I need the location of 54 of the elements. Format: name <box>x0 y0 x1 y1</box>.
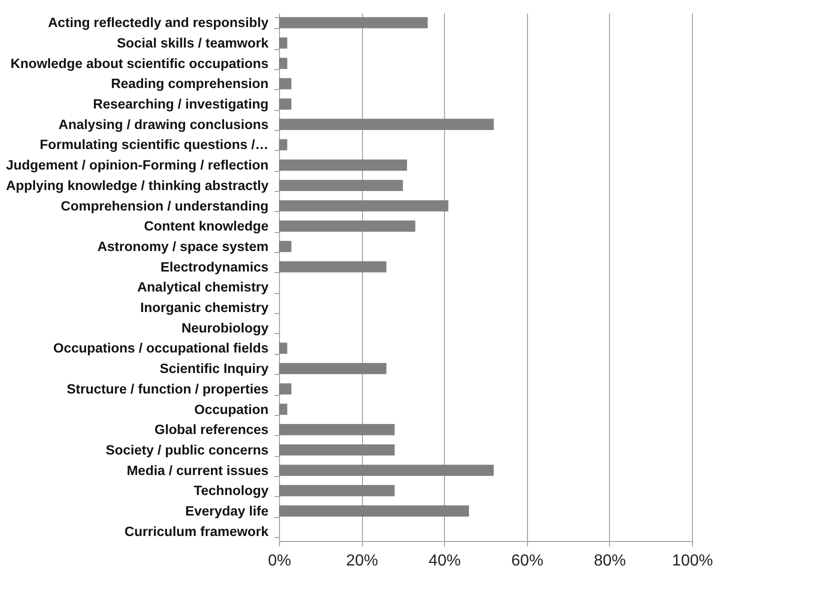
x-tick-label: 80% <box>594 552 626 570</box>
bar <box>279 424 395 436</box>
bar <box>279 159 408 171</box>
bar <box>279 118 494 130</box>
bar <box>279 58 288 69</box>
bar <box>279 404 288 415</box>
bar <box>279 342 288 354</box>
y-tick-label: Scientific Inquiry <box>160 361 269 376</box>
y-tick-label: Reading comprehension <box>110 76 268 92</box>
bar <box>279 383 292 395</box>
y-tick-label: Global references <box>154 422 268 438</box>
y-tick-label: Judgement / opinion-Forming / reflection <box>6 158 268 173</box>
y-tick-label: Researching / investigating <box>92 96 268 112</box>
y-tick-label: Media / current issues <box>126 462 268 478</box>
bar <box>279 139 288 150</box>
x-tick-label: 20% <box>346 552 378 570</box>
y-tick-label: Everyday life <box>185 503 269 518</box>
bar <box>279 362 386 374</box>
y-tick-label: Acting reflectedly and responsibly <box>48 15 269 30</box>
y-tick-label: Inorganic chemistry <box>140 300 269 316</box>
y-tick-label: Applying knowledge / thinking abstractly <box>6 178 269 193</box>
y-tick-label: Content knowledge <box>144 218 269 234</box>
y-tick-label: Neurobiology <box>182 320 269 336</box>
y-tick-label: Society / public concerns <box>106 442 268 458</box>
bar <box>279 444 395 456</box>
y-tick-label: Comprehension / understanding <box>60 198 268 214</box>
x-tick-label: 60% <box>511 552 544 570</box>
bar <box>279 98 292 110</box>
y-tick-label: Structure / function / properties <box>66 381 268 396</box>
bar <box>279 485 395 496</box>
bar <box>279 220 416 232</box>
bar <box>279 17 428 28</box>
x-tick-label: 0% <box>268 552 292 570</box>
bar <box>279 505 469 517</box>
y-tick-label: Occupations / occupational fields <box>53 340 268 356</box>
y-tick-label: Curriculum framework <box>124 524 269 539</box>
bar <box>279 240 292 252</box>
bar <box>279 261 386 272</box>
bar <box>279 37 288 49</box>
y-tick-label: Analytical chemistry <box>137 280 269 295</box>
x-tick-label: 40% <box>428 552 461 570</box>
y-tick-label: Analysing / drawing conclusions <box>58 116 268 132</box>
y-tick-label: Astronomy / space system <box>97 238 268 254</box>
y-tick-label: Technology <box>194 483 269 498</box>
y-tick-label: Electrodynamics <box>160 259 268 274</box>
y-tick-label: Occupation <box>194 402 268 417</box>
bar <box>279 464 494 476</box>
bar <box>279 180 403 192</box>
y-tick-label: Formulating scientific questions /… <box>40 137 268 152</box>
bar <box>279 200 448 212</box>
x-tick-label: 100% <box>672 552 713 570</box>
y-tick-label: Knowledge about scientific occupations <box>10 56 268 71</box>
y-tick-label: Social skills / teamwork <box>116 36 269 51</box>
bar <box>279 78 292 90</box>
